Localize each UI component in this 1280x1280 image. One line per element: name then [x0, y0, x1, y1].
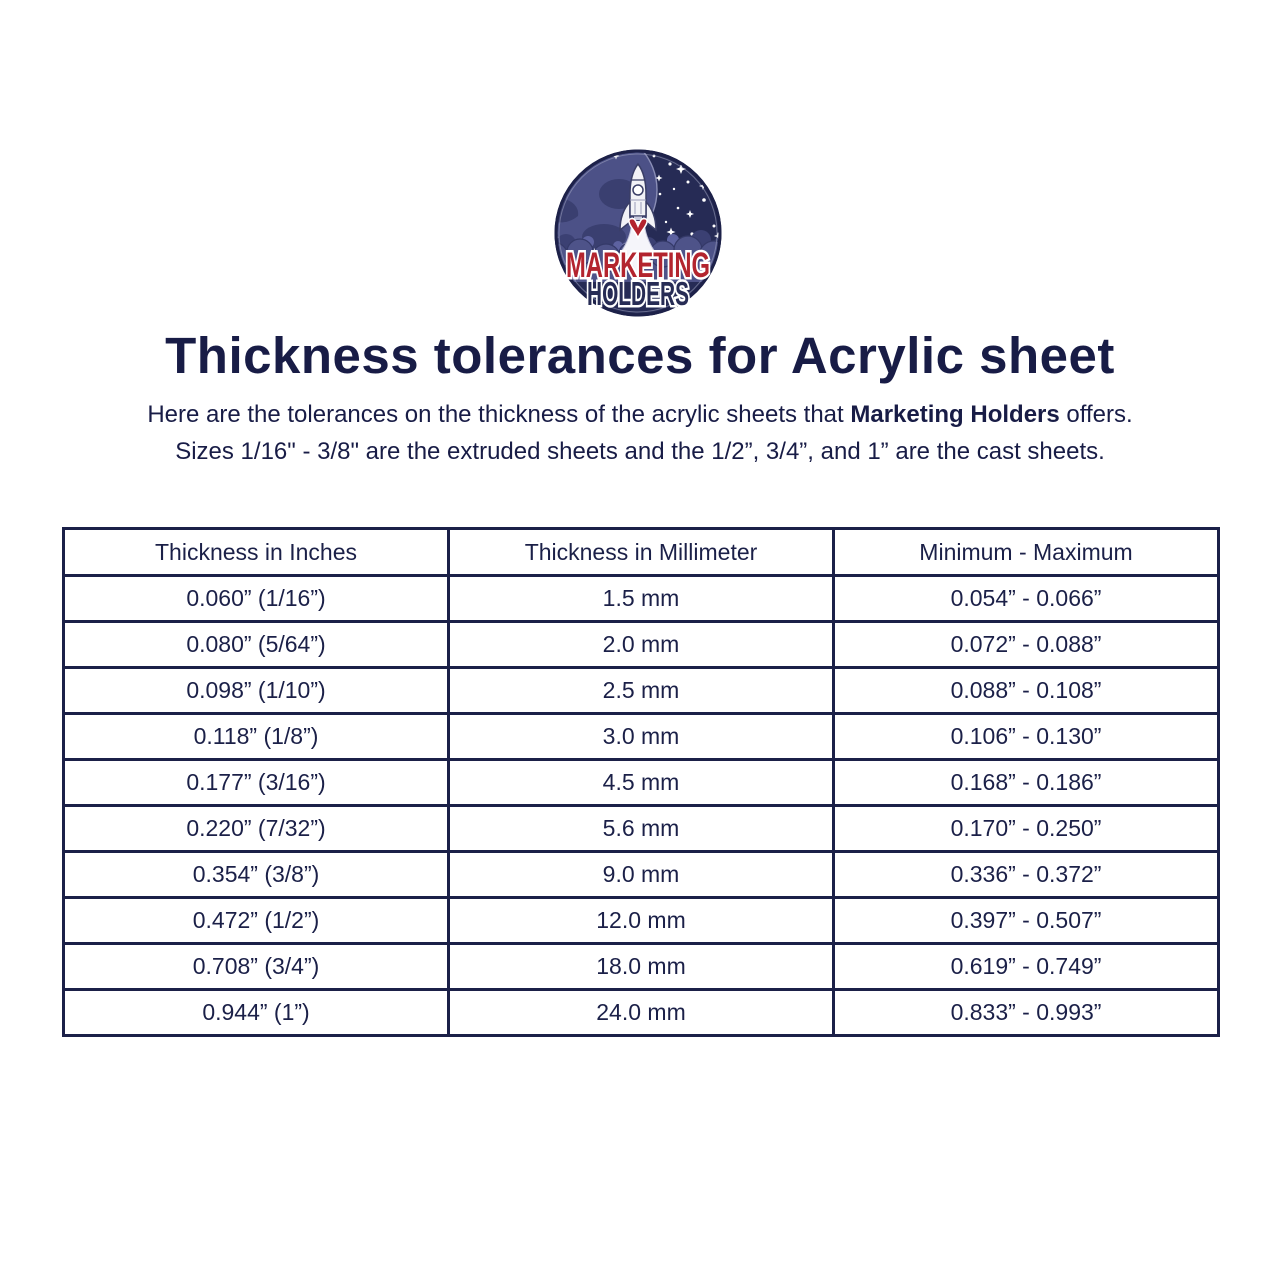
table-cell: 0.336” - 0.372”: [832, 850, 1220, 899]
table-cell: 0.072” - 0.088”: [832, 620, 1220, 669]
rocket-exhaust-icon: [616, 217, 660, 277]
table-cell: 0.106” - 0.130”: [832, 712, 1220, 761]
logo-text-marketing: MARKETING: [566, 246, 710, 285]
intro-line2: Sizes 1/16" - 3/8" are the extruded shee…: [175, 438, 1105, 465]
table-row: 0.354” (3/8”) 9.0 mm 0.336” - 0.372”: [62, 850, 1220, 899]
logo-badge-icon: MARKETING HOLDERS: [554, 149, 722, 317]
table-row: 0.118” (1/8”) 3.0 mm 0.106” - 0.130”: [62, 712, 1220, 761]
table-cell: 4.5 mm: [447, 758, 835, 807]
table-cell: 0.944” (1”): [62, 988, 450, 1037]
table-row: 0.060” (1/16”) 1.5 mm 0.054” - 0.066”: [62, 574, 1220, 623]
table-cell: 24.0 mm: [447, 988, 835, 1037]
table-cell: 1.5 mm: [447, 574, 835, 623]
table-row: 0.472” (1/2”) 12.0 mm 0.397” - 0.507”: [62, 896, 1220, 945]
page-title: Thickness tolerances for Acrylic sheet: [165, 327, 1115, 384]
table-cell: 18.0 mm: [447, 942, 835, 991]
table-cell: 0.833” - 0.993”: [832, 988, 1220, 1037]
table-cell: 2.5 mm: [447, 666, 835, 715]
badge-rim-icon: [558, 153, 718, 313]
table-row: 0.080” (5/64”) 2.0 mm 0.072” - 0.088”: [62, 620, 1220, 669]
table-cell: 0.472” (1/2”): [62, 896, 450, 945]
table-cell: 0.619” - 0.749”: [832, 942, 1220, 991]
table-cell: 5.6 mm: [447, 804, 835, 853]
table-cell: 0.054” - 0.066”: [832, 574, 1220, 623]
table-cell: 0.088” - 0.108”: [832, 666, 1220, 715]
table-cell: 9.0 mm: [447, 850, 835, 899]
logo-text-holders: HOLDERS: [587, 275, 689, 312]
intro-line1-bold: Marketing Holders: [850, 401, 1060, 428]
intro-line1-prefix: Here are the tolerances on the thickness…: [147, 401, 851, 428]
table-cell: 0.170” - 0.250”: [832, 804, 1220, 853]
heart-v-icon: [628, 217, 648, 241]
table-cell: 0.168” - 0.186”: [832, 758, 1220, 807]
table-cell: 0.708” (3/4”): [62, 942, 450, 991]
table-cell: 2.0 mm: [447, 620, 835, 669]
tolerance-table: Thickness in Inches Thickness in Millimet…: [62, 527, 1220, 1037]
table-cell: 0.220” (7/32”): [62, 804, 450, 853]
table-row: 0.177” (3/16”) 4.5 mm 0.168” - 0.186”: [62, 758, 1220, 807]
table-header-row: Thickness in Inches Thickness in Millimet…: [62, 527, 1220, 577]
marketing-holders-logo: MARKETING HOLDERS: [518, 142, 758, 362]
table-row: 0.220” (7/32”) 5.6 mm 0.170” - 0.250”: [62, 804, 1220, 853]
table-cell: 0.177” (3/16”): [62, 758, 450, 807]
column-header: Thickness in Inches: [62, 527, 450, 577]
table-cell: 0.080” (5/64”): [62, 620, 450, 669]
table-cell: 0.354” (3/8”): [62, 850, 450, 899]
table-cell: 0.060” (1/16”): [62, 574, 450, 623]
intro-text: Here are the tolerances on the thickness…: [0, 396, 1280, 470]
table-row: 0.098” (1/10”) 2.5 mm 0.088” - 0.108”: [62, 666, 1220, 715]
column-header: Minimum - Maximum: [832, 527, 1220, 577]
rocket-icon: [619, 162, 657, 241]
table-cell: 12.0 mm: [447, 896, 835, 945]
intro-line1-suffix: offers.: [1059, 401, 1133, 428]
tolerance-table-body: 0.060” (1/16”) 1.5 mm 0.054” - 0.066” 0.080…: [62, 574, 1220, 1037]
badge-outline-icon: [554, 149, 722, 317]
table-row: 0.708” (3/4”) 18.0 mm 0.619” - 0.749”: [62, 942, 1220, 991]
table-cell: 3.0 mm: [447, 712, 835, 761]
table-row: 0.944” (1”) 24.0 mm 0.833” - 0.993”: [62, 988, 1220, 1037]
table-cell: 0.118” (1/8”): [62, 712, 450, 761]
table-cell: 0.397” - 0.507”: [832, 896, 1220, 945]
table-cell: 0.098” (1/10”): [62, 666, 450, 715]
column-header: Thickness in Millimeter: [447, 527, 835, 577]
